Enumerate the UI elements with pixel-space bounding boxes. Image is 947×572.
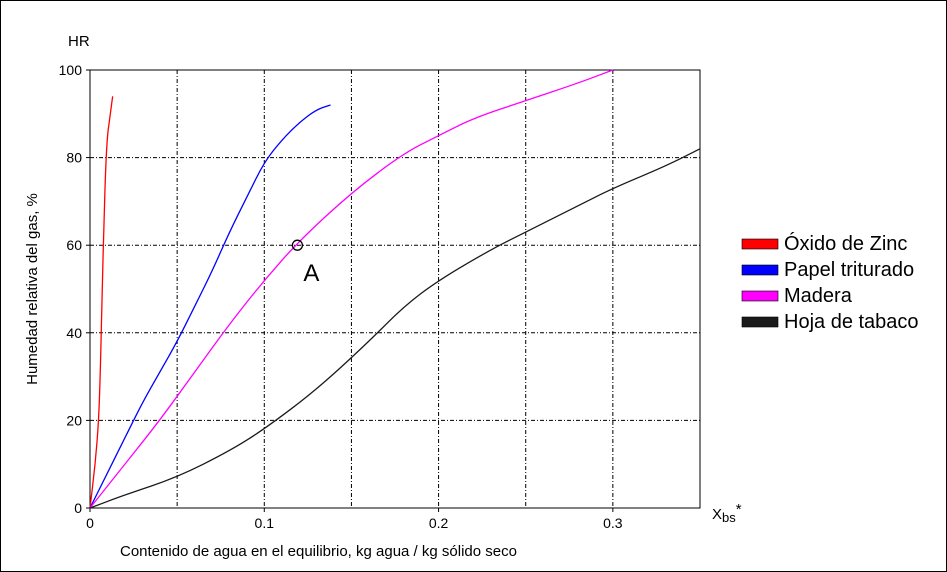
x-axis-symbol-subscript: bs xyxy=(722,510,736,525)
y-tick-label: 100 xyxy=(59,62,83,78)
x-axis-symbol: Xbs* xyxy=(712,501,742,525)
grid xyxy=(90,69,700,508)
series-line-oxido-de-zinc xyxy=(89,96,114,509)
series-line-madera xyxy=(89,69,614,509)
legend-swatch xyxy=(741,290,779,302)
legend: Óxido de Zinc Papel triturado Madera Hoja d… xyxy=(741,232,919,333)
y-tick-label: 60 xyxy=(66,237,82,253)
series-line-hoja-de-tabaco xyxy=(89,148,701,509)
x-axis-symbol-main: X xyxy=(712,506,722,523)
x-tick-label: 0 xyxy=(86,515,94,531)
legend-label: Óxido de Zinc xyxy=(784,232,907,255)
legend-label: Madera xyxy=(784,285,853,307)
y-axis-title: Humedad relativa del gas, % xyxy=(24,193,41,385)
y-tick-label: 0 xyxy=(74,500,82,516)
annotations: A xyxy=(291,239,319,287)
series-line-papel-triturado xyxy=(89,104,331,509)
annotation-label: A xyxy=(303,260,319,287)
y-tick-label: 80 xyxy=(66,150,82,166)
y-axis-symbol: HR xyxy=(68,33,90,50)
x-tick-label: 0.1 xyxy=(255,515,275,531)
series-layer xyxy=(89,69,701,509)
legend-swatch xyxy=(741,238,779,250)
x-tick-label: 0.2 xyxy=(429,515,449,531)
x-axis-symbol-suffix: * xyxy=(736,501,742,518)
y-tick-label: 20 xyxy=(66,412,82,428)
y-tick-label: 40 xyxy=(66,325,82,341)
legend-label: Papel triturado xyxy=(784,259,914,281)
x-tick-label: 0.3 xyxy=(603,515,623,531)
annotation-marker xyxy=(291,239,304,251)
plot-area xyxy=(89,69,701,509)
legend-label: Hoja de tabaco xyxy=(784,311,919,333)
x-axis-title: Contenido de agua en el equilibrio, kg a… xyxy=(120,543,517,560)
legend-swatch xyxy=(741,264,779,276)
legend-swatch xyxy=(741,316,779,328)
tick-labels: 0 0.1 0.2 0.3 0 20 40 60 80 100 xyxy=(59,62,623,531)
